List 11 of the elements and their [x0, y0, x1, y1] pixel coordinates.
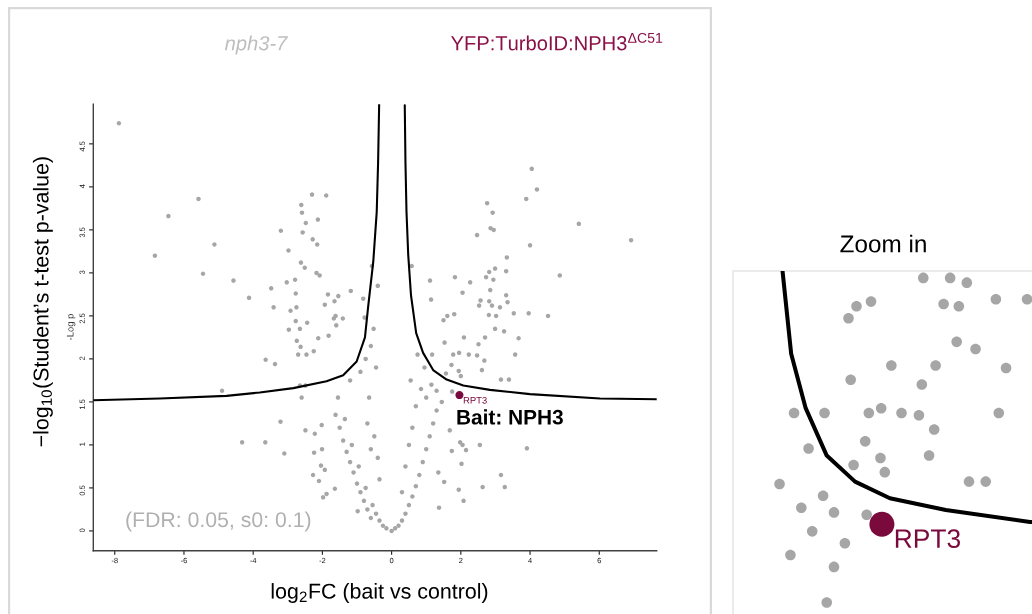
legend-label: RPT3	[895, 529, 961, 548]
annotation: Bait: NPH3	[457, 409, 563, 425]
text: -Log p	[66, 314, 76, 340]
text: Zoom in	[840, 234, 926, 253]
y-axis-title: −log$_{10}$(Student’s t-test p-value)	[32, 157, 53, 447]
text: RPT3	[463, 396, 487, 404]
text: YFP:TurboID:NPH3$^{ΔC51}$	[451, 32, 663, 51]
annotation: (FDR: 0.05, s0: 0.1)	[126, 511, 311, 532]
text: nph3-7	[224, 35, 288, 55]
x-axis-title: log$_{2}$FC (bait vs control)	[271, 583, 488, 603]
line-series	[93, 104, 381, 402]
